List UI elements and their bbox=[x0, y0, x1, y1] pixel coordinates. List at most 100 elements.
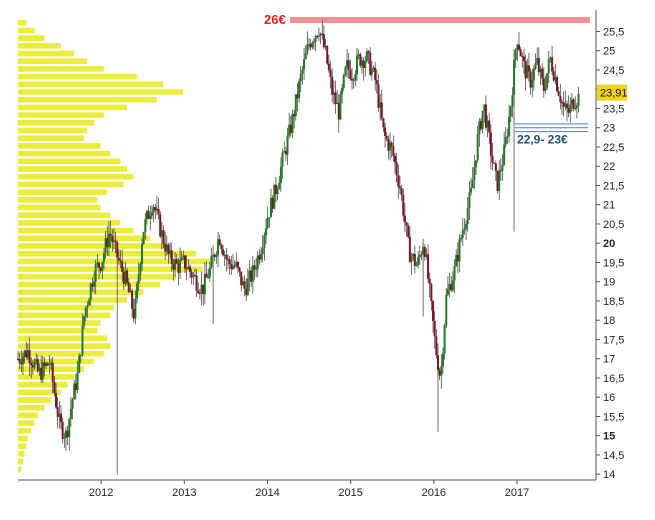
candle-body bbox=[397, 175, 400, 187]
candle-body bbox=[45, 363, 48, 367]
y-tick-label: 17 bbox=[603, 354, 615, 366]
candle-body bbox=[420, 254, 423, 256]
candle-body bbox=[329, 70, 332, 77]
candle-body bbox=[475, 160, 478, 168]
x-tick-label: 2017 bbox=[505, 487, 529, 499]
candle-body bbox=[245, 288, 248, 296]
x-tick-label: 2016 bbox=[422, 487, 446, 499]
candle-body bbox=[126, 270, 129, 283]
candle-body bbox=[145, 210, 148, 220]
candle-body bbox=[508, 116, 511, 137]
candle-body bbox=[554, 76, 557, 81]
candle-body bbox=[218, 239, 221, 245]
candle-body bbox=[342, 75, 345, 88]
candle-body bbox=[180, 256, 183, 261]
candle-body bbox=[117, 257, 120, 261]
candle-body bbox=[53, 381, 56, 393]
candle-body bbox=[20, 362, 23, 365]
volume-profile-bar bbox=[18, 320, 101, 326]
candle-body bbox=[367, 51, 370, 53]
candle-body bbox=[78, 355, 81, 373]
candle-body bbox=[493, 162, 496, 164]
candle-body bbox=[246, 278, 249, 296]
candle-body bbox=[524, 60, 527, 79]
candle-body bbox=[478, 121, 481, 135]
candle-body bbox=[253, 265, 256, 270]
candle-body bbox=[167, 244, 170, 255]
candle-body bbox=[289, 124, 292, 134]
candle-body bbox=[197, 290, 200, 293]
candle-body bbox=[445, 294, 448, 326]
volume-profile-bar bbox=[18, 173, 134, 180]
candle-body bbox=[147, 210, 150, 219]
candle-body bbox=[233, 265, 236, 267]
volume-profile-bar bbox=[18, 289, 144, 295]
volume-profile-bar bbox=[18, 189, 108, 195]
volume-profile-bar bbox=[18, 274, 177, 280]
candle-body bbox=[228, 259, 231, 265]
candle-body bbox=[225, 254, 228, 260]
candle-body bbox=[564, 103, 567, 107]
volume-profile-bar bbox=[18, 35, 45, 41]
candle-body bbox=[511, 95, 514, 107]
candle-body bbox=[470, 188, 473, 193]
candle-body bbox=[188, 266, 191, 272]
candle-body bbox=[175, 259, 178, 264]
y-tick-label: 22,5 bbox=[603, 142, 624, 154]
candle-body bbox=[436, 355, 439, 371]
candle-body bbox=[446, 289, 449, 295]
candle-body bbox=[30, 363, 33, 366]
candle-body bbox=[412, 253, 415, 257]
candle-body bbox=[551, 57, 554, 72]
candle-body bbox=[31, 365, 34, 368]
candle-body bbox=[341, 87, 344, 95]
candle-body bbox=[170, 250, 173, 265]
candle-body bbox=[504, 136, 507, 145]
y-tick-label: 15 bbox=[603, 431, 615, 443]
candle-body bbox=[152, 207, 155, 213]
candle-body bbox=[359, 54, 362, 66]
candle-body bbox=[59, 413, 62, 422]
candle-body bbox=[101, 261, 104, 272]
x-tick-label: 2012 bbox=[89, 487, 113, 499]
volume-profile-bar bbox=[18, 412, 38, 419]
candle-body bbox=[109, 233, 112, 237]
candle-body bbox=[572, 99, 575, 109]
volume-profile-bar bbox=[18, 458, 23, 465]
candle-body bbox=[172, 264, 175, 270]
candle-body bbox=[202, 284, 205, 295]
volume-profile-bar bbox=[18, 335, 108, 342]
candle-body bbox=[192, 274, 195, 278]
volume-profile-bar bbox=[18, 397, 51, 403]
candle-body bbox=[408, 236, 411, 263]
candle-body bbox=[165, 244, 168, 252]
candle-body bbox=[384, 127, 387, 137]
candle-body bbox=[526, 65, 529, 79]
candle-body bbox=[293, 114, 296, 117]
candle-body bbox=[184, 255, 187, 269]
candle-body bbox=[63, 437, 66, 439]
last-price-label: 23,91 bbox=[600, 88, 628, 100]
candle-body bbox=[427, 254, 430, 279]
candle-body bbox=[354, 74, 357, 81]
candle-body bbox=[150, 212, 153, 216]
candle-body bbox=[177, 263, 180, 273]
volume-profile-bar bbox=[18, 443, 27, 449]
candle-body bbox=[198, 292, 201, 294]
volume-profile-bar bbox=[18, 451, 25, 457]
candle-body bbox=[23, 350, 26, 357]
candle-body bbox=[41, 362, 44, 380]
candle-body bbox=[377, 84, 380, 108]
candle-body bbox=[379, 102, 382, 108]
candle-body bbox=[291, 114, 294, 134]
candle-body bbox=[577, 93, 580, 106]
candle-body bbox=[160, 229, 163, 237]
candle-body bbox=[410, 256, 413, 263]
volume-profile-bar bbox=[18, 420, 35, 426]
candle-body bbox=[398, 186, 401, 189]
volume-profile-bar bbox=[18, 89, 183, 95]
candle-body bbox=[243, 281, 246, 289]
volume-profile-bar bbox=[18, 212, 111, 218]
candle-body bbox=[385, 136, 388, 140]
